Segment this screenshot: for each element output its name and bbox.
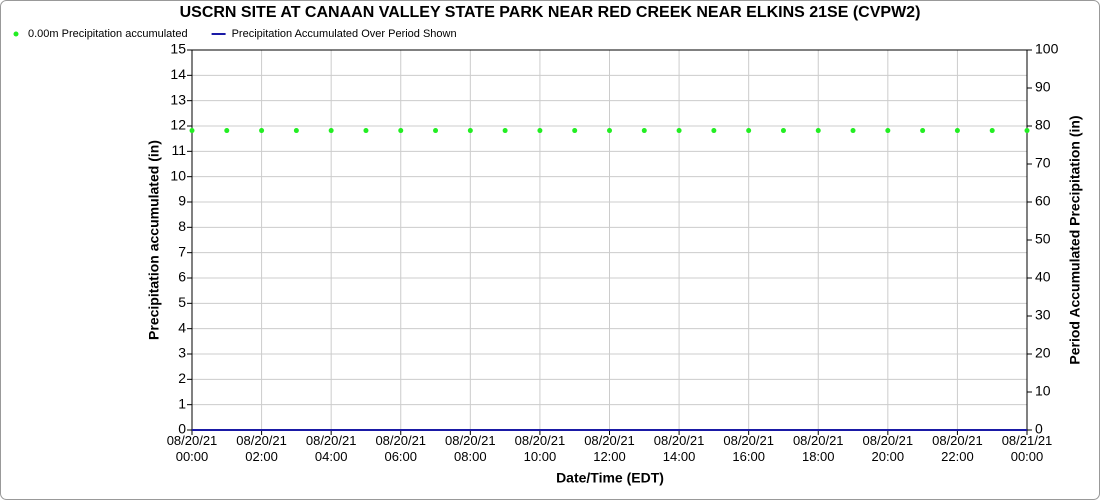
y-tick-label: 4 bbox=[178, 319, 186, 335]
x-tick-label: 08/20/21 10:00 bbox=[515, 433, 566, 464]
data-point bbox=[920, 128, 926, 134]
legend-label: 0.00m Precipitation accumulated bbox=[28, 28, 188, 40]
y-tick-label: 3 bbox=[178, 345, 186, 361]
data-point bbox=[641, 128, 647, 134]
data-point bbox=[398, 128, 404, 134]
data-point bbox=[467, 128, 473, 134]
y2-tick-label: 80 bbox=[1035, 117, 1051, 133]
data-point bbox=[746, 128, 752, 134]
data-point bbox=[815, 128, 821, 134]
y-tick-label: 6 bbox=[178, 269, 186, 285]
x-tick-label: 08/20/21 04:00 bbox=[306, 433, 357, 464]
x-tick-label: 08/20/21 00:00 bbox=[167, 433, 218, 464]
y-axis-title: Precipitation accumulated (in) bbox=[146, 140, 162, 340]
data-point bbox=[989, 128, 995, 134]
data-point bbox=[607, 128, 612, 134]
x-tick-label: 08/20/21 20:00 bbox=[863, 433, 914, 464]
y-tick-label: 15 bbox=[170, 41, 186, 57]
data-point bbox=[224, 128, 230, 134]
data-point bbox=[363, 128, 369, 134]
data-point bbox=[885, 128, 891, 134]
chart-title: USCRN SITE AT CANAAN VALLEY STATE PARK N… bbox=[180, 4, 921, 21]
y2-tick-label: 10 bbox=[1035, 383, 1051, 399]
y-tick-label: 8 bbox=[178, 218, 186, 234]
y2-tick-label: 40 bbox=[1035, 269, 1051, 285]
y-tick-label: 5 bbox=[178, 294, 186, 310]
y-tick-label: 9 bbox=[178, 193, 186, 209]
y2-tick-label: 100 bbox=[1035, 41, 1059, 57]
x-axis-title: Date/Time (EDT) bbox=[556, 470, 664, 486]
data-point bbox=[328, 128, 334, 134]
y2-tick-label: 50 bbox=[1035, 231, 1051, 247]
y-tick-label: 1 bbox=[178, 395, 186, 411]
data-point bbox=[780, 128, 786, 134]
x-tick-label: 08/20/21 16:00 bbox=[723, 433, 774, 464]
y2-tick-label: 30 bbox=[1035, 307, 1051, 323]
data-point bbox=[676, 128, 682, 134]
y-tick-label: 14 bbox=[170, 66, 186, 82]
data-point bbox=[1024, 128, 1030, 134]
y2-tick-label: 60 bbox=[1035, 193, 1051, 209]
x-tick-label: 08/20/21 22:00 bbox=[932, 433, 983, 464]
data-point bbox=[537, 128, 543, 134]
x-tick-label: 08/20/21 08:00 bbox=[445, 433, 496, 464]
x-tick-label: 08/20/21 18:00 bbox=[793, 433, 844, 464]
y2-tick-label: 0 bbox=[1035, 421, 1043, 437]
data-point bbox=[850, 128, 856, 134]
x-tick-label: 08/20/21 12:00 bbox=[584, 433, 635, 464]
data-point bbox=[572, 128, 578, 134]
legend-label: Precipitation Accumulated Over Period Sh… bbox=[232, 28, 457, 40]
data-point bbox=[711, 128, 717, 134]
data-point bbox=[433, 128, 439, 134]
y2-tick-label: 20 bbox=[1035, 345, 1051, 361]
y-tick-label: 13 bbox=[170, 91, 186, 107]
y2-axis-title: Period Accumulated Precipitation (in) bbox=[1067, 115, 1083, 364]
data-point bbox=[954, 128, 960, 134]
y2-tick-label: 70 bbox=[1035, 155, 1051, 171]
data-point bbox=[189, 128, 195, 134]
y-tick-label: 7 bbox=[178, 243, 186, 259]
x-tick-label: 08/21/21 00:00 bbox=[1002, 433, 1053, 464]
x-tick-label: 08/20/21 02:00 bbox=[236, 433, 287, 464]
y-tick-label: 0 bbox=[178, 421, 186, 437]
data-point bbox=[259, 128, 265, 134]
data-point bbox=[502, 128, 508, 134]
y-tick-label: 12 bbox=[170, 117, 186, 133]
legend-swatch bbox=[13, 31, 19, 37]
data-point bbox=[293, 128, 299, 134]
y-tick-label: 10 bbox=[170, 167, 186, 183]
x-tick-label: 08/20/21 14:00 bbox=[654, 433, 705, 464]
y2-tick-label: 90 bbox=[1035, 79, 1051, 95]
y-tick-label: 11 bbox=[171, 142, 186, 158]
x-tick-label: 08/20/21 06:00 bbox=[375, 433, 426, 464]
y-tick-label: 2 bbox=[178, 370, 186, 386]
